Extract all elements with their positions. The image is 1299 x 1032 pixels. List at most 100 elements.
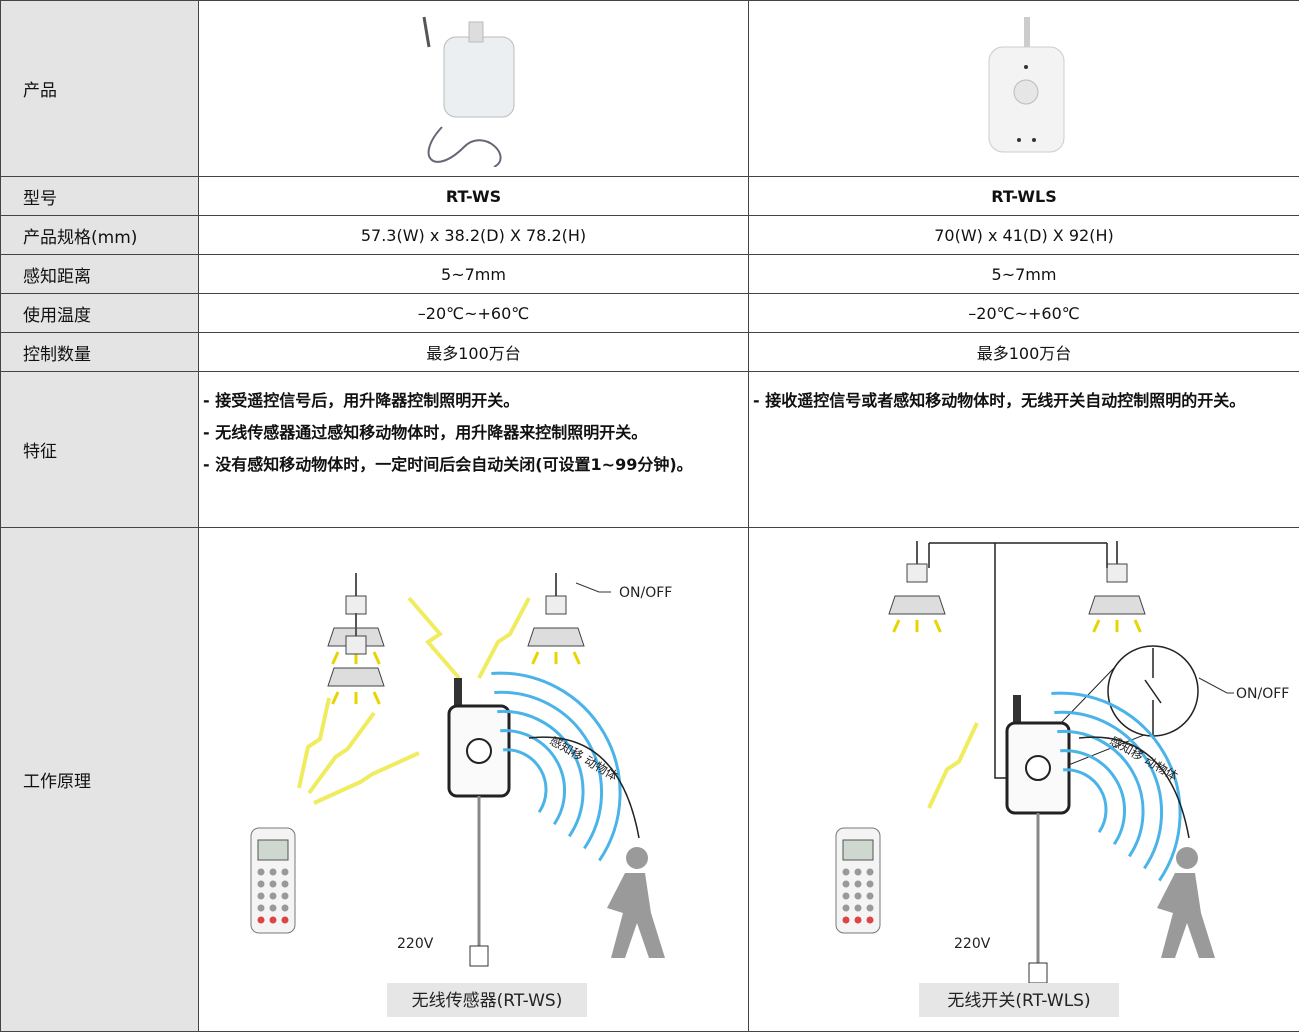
person-body bbox=[1157, 873, 1215, 958]
light-ray bbox=[333, 692, 338, 704]
diagram-cell: ON/OFF 感知移 动物体 220V 无线开关(RT-WLS) bbox=[749, 528, 1299, 1032]
row-label: 感知距离 bbox=[1, 255, 199, 294]
lamp-body bbox=[346, 636, 366, 654]
product-row: 产品 bbox=[1, 1, 1299, 177]
remote-key bbox=[258, 917, 265, 924]
lamp-shade bbox=[528, 628, 584, 646]
diagram-label: 无线开关(RT-WLS) bbox=[947, 991, 1090, 1011]
diagram-label: 220V bbox=[954, 936, 991, 952]
diagram-label: ON/OFF bbox=[1236, 686, 1289, 702]
diagram-label: 感知移 动物体 bbox=[548, 733, 621, 784]
row-label: 产品 bbox=[1, 1, 199, 177]
feature-line: - 没有感知移动物体时，一定时间后会自动关闭(可设置1~99分钟)。 bbox=[203, 454, 744, 476]
remote-key bbox=[843, 893, 850, 900]
spec-value: 5~7mm bbox=[749, 255, 1299, 294]
diagram-label: 无线传感器(RT-WS) bbox=[412, 991, 563, 1011]
light-ray bbox=[1135, 620, 1140, 632]
remote-key bbox=[282, 905, 289, 912]
light-ray bbox=[374, 692, 379, 704]
product-image bbox=[199, 1, 749, 177]
feature-line: - 接收遥控信号或者感知移动物体时，无线开关自动控制照明的开关。 bbox=[753, 390, 1295, 412]
row-label: 产品规格(mm) bbox=[1, 216, 199, 255]
light-ray bbox=[894, 620, 899, 632]
spec-value: RT-WLS bbox=[749, 177, 1299, 216]
remote-key bbox=[270, 917, 277, 924]
row-label: 控制数量 bbox=[1, 333, 199, 372]
remote-key bbox=[867, 869, 874, 876]
signal-bolt bbox=[479, 598, 529, 678]
remote-key bbox=[855, 905, 862, 912]
spec-value: RT-WS bbox=[199, 177, 749, 216]
lamp-shade bbox=[328, 668, 384, 686]
diagram: ON/OFF 感知移 动物体 220V 无线传感器(RT-WS) bbox=[199, 528, 748, 1027]
spec-value: 57.3(W) x 38.2(D) X 78.2(H) bbox=[199, 216, 749, 255]
remote-key bbox=[258, 893, 265, 900]
remote-key bbox=[843, 869, 850, 876]
remote-key bbox=[270, 905, 277, 912]
antenna bbox=[1013, 695, 1021, 725]
remote-key bbox=[855, 869, 862, 876]
spec-row: 使用温度–20℃~+60℃–20℃~+60℃ bbox=[1, 294, 1299, 333]
remote-key bbox=[270, 893, 277, 900]
remote-key bbox=[855, 917, 862, 924]
features-row: 特征 - 接受遥控信号后，用升降器控制照明开关。 - 无线传感器通过感知移动物体时… bbox=[1, 372, 1299, 528]
diagram-label: 感知移 动物体 bbox=[1108, 733, 1181, 784]
signal-bolt bbox=[409, 598, 459, 678]
spec-row: 控制数量最多100万台最多100万台 bbox=[1, 333, 1299, 372]
features-cell: - 接收遥控信号或者感知移动物体时，无线开关自动控制照明的开关。 bbox=[749, 372, 1299, 528]
features-cell: - 接受遥控信号后，用升降器控制照明开关。 - 无线传感器通过感知移动物体时，用升… bbox=[199, 372, 749, 528]
lamp-body bbox=[346, 596, 366, 614]
spec-row: 产品规格(mm)57.3(W) x 38.2(D) X 78.2(H)70(W)… bbox=[1, 216, 1299, 255]
light-ray bbox=[374, 652, 379, 664]
diagram: ON/OFF 感知移 动物体 220V 无线开关(RT-WLS) bbox=[749, 528, 1299, 1027]
lamp-body bbox=[907, 564, 927, 582]
remote-key bbox=[270, 881, 277, 888]
spec-value: 最多100万台 bbox=[749, 333, 1299, 372]
remote-key bbox=[867, 905, 874, 912]
lamp-body bbox=[546, 596, 566, 614]
principle-row: 工作原理 ON/OFF 感知移 动物体 220V 无线传感器(RT-WS) ON/OF… bbox=[1, 528, 1299, 1032]
remote-key bbox=[867, 893, 874, 900]
lamp-shade bbox=[889, 596, 945, 614]
signal-bolt bbox=[929, 723, 977, 808]
remote-key bbox=[843, 881, 850, 888]
remote-key bbox=[867, 917, 874, 924]
lamp-body bbox=[1107, 564, 1127, 582]
feature-line: - 无线传感器通过感知移动物体时，用升降器来控制照明开关。 bbox=[203, 422, 744, 444]
diagram-label: ON/OFF bbox=[619, 585, 672, 601]
signal-bolt bbox=[314, 753, 419, 803]
remote-key bbox=[258, 881, 265, 888]
product-photo bbox=[964, 12, 1084, 162]
antenna bbox=[454, 678, 462, 708]
lamp-shade bbox=[1089, 596, 1145, 614]
product-photo bbox=[394, 7, 554, 167]
light-ray bbox=[333, 652, 338, 664]
leader bbox=[576, 583, 611, 592]
remote-screen bbox=[843, 840, 873, 860]
device-sensor bbox=[1026, 756, 1050, 780]
remote-key bbox=[258, 869, 265, 876]
row-label: 工作原理 bbox=[1, 528, 199, 1032]
diagram-label: 220V bbox=[397, 936, 434, 952]
remote-screen bbox=[258, 840, 288, 860]
feature-line: - 接受遥控信号后，用升降器控制照明开关。 bbox=[203, 390, 744, 412]
spec-value: 5~7mm bbox=[199, 255, 749, 294]
product-image bbox=[749, 1, 1299, 177]
row-label: 特征 bbox=[1, 372, 199, 528]
plug bbox=[1029, 963, 1047, 983]
row-label: 使用温度 bbox=[1, 294, 199, 333]
remote-key bbox=[843, 905, 850, 912]
remote-key bbox=[855, 881, 862, 888]
spec-value: –20℃~+60℃ bbox=[749, 294, 1299, 333]
remote-key bbox=[282, 893, 289, 900]
row-label: 型号 bbox=[1, 177, 199, 216]
spec-value: 最多100万台 bbox=[199, 333, 749, 372]
light-ray bbox=[935, 620, 940, 632]
remote-key bbox=[855, 893, 862, 900]
plug bbox=[470, 946, 488, 966]
diagram-cell: ON/OFF 感知移 动物体 220V 无线传感器(RT-WS) bbox=[199, 528, 749, 1032]
